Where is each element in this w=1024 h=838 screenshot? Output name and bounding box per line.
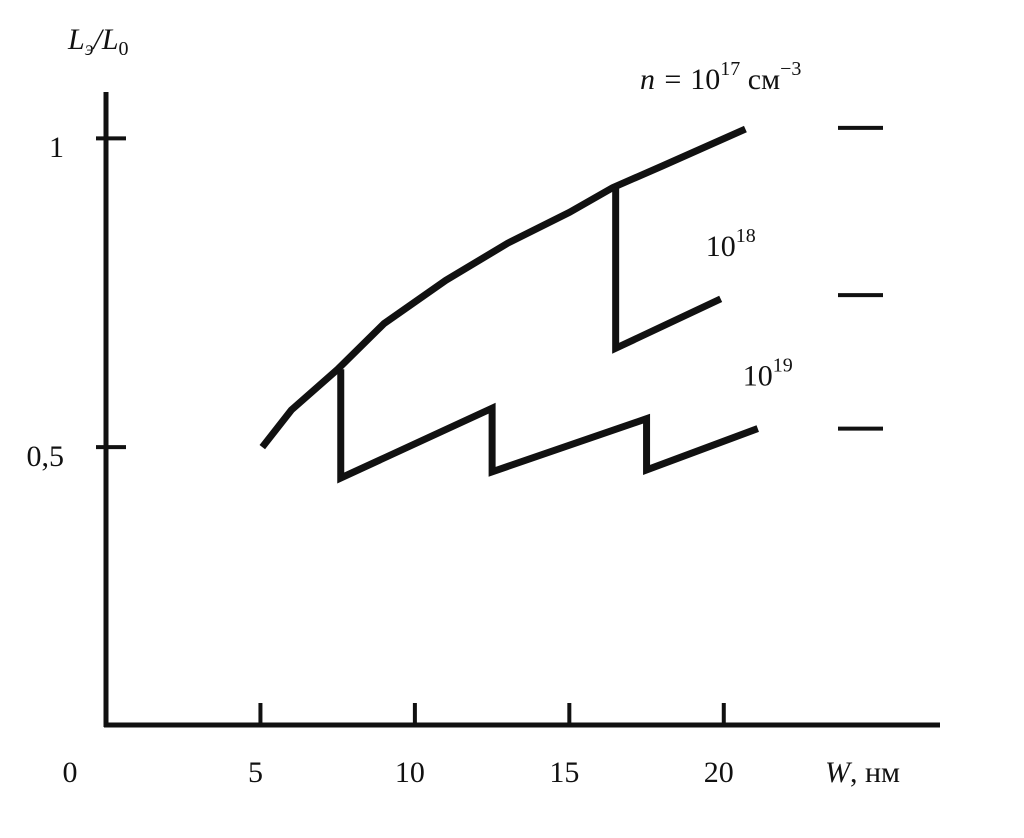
x-tick-label: 5 [248, 756, 263, 789]
x-tick-label: 0 [63, 756, 78, 789]
series-label: n = 1017 см−3 [640, 58, 801, 96]
x-tick-label: 15 [549, 756, 579, 789]
x-tick-label: 10 [395, 756, 425, 789]
series-line [259, 125, 747, 450]
series-line [337, 369, 759, 484]
series-label: 1018 [706, 224, 756, 262]
x-tick-label: 20 [704, 756, 734, 789]
series-line [612, 187, 723, 354]
y-tick-label: 0,5 [27, 440, 65, 473]
x-axis-label: W, нм [825, 756, 900, 789]
y-tick-label: 1 [49, 131, 64, 164]
series-label: 1019 [743, 354, 793, 392]
y-axis-label: Lэ/L0 [67, 23, 129, 60]
